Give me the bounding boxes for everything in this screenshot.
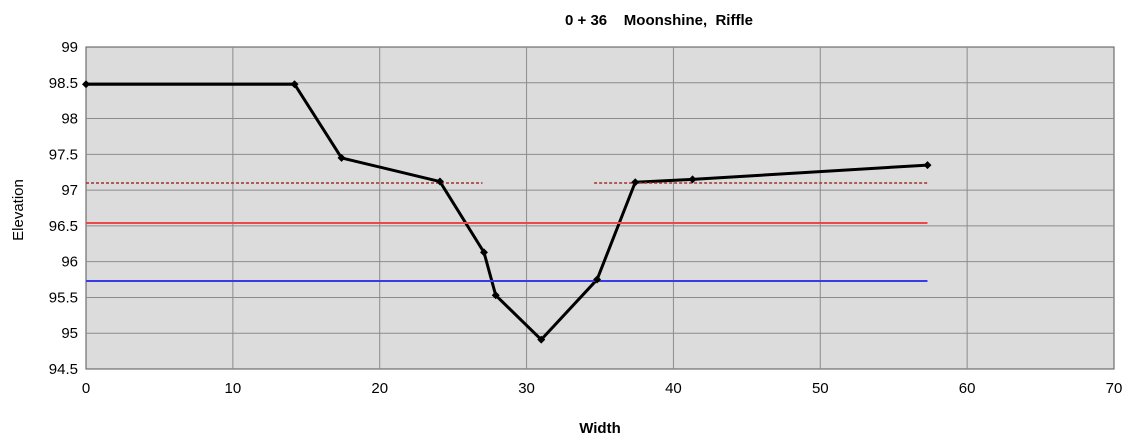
markers xyxy=(82,80,932,344)
x-tick-label: 0 xyxy=(82,380,90,397)
data-point xyxy=(631,178,640,187)
grid-lines xyxy=(86,47,1114,369)
y-axis-title: Elevation xyxy=(10,179,27,241)
y-tick-label: 94.5 xyxy=(49,361,78,378)
x-tick-label: 60 xyxy=(959,380,976,397)
data-point xyxy=(479,248,488,257)
data-point xyxy=(923,161,932,170)
x-tick-label: 20 xyxy=(371,380,388,397)
data-point xyxy=(688,175,697,184)
chart-title: 0 + 36 Moonshine, Riffle xyxy=(565,12,753,29)
y-tick-label: 99 xyxy=(61,39,78,56)
data-point xyxy=(537,335,546,344)
x-tick-label: 70 xyxy=(1106,380,1123,397)
plot-area xyxy=(85,46,1115,370)
data-point xyxy=(435,177,444,186)
y-tick-label: 95 xyxy=(61,325,78,342)
x-axis-title: Width xyxy=(579,420,621,437)
x-tick-label: 40 xyxy=(665,380,682,397)
tick-labels: 94.5 95 95.5 96 96.5 97 97.5 98 98.5 99 0 10 20 30 40 5… xyxy=(49,39,1123,397)
y-tick-label: 96 xyxy=(61,254,78,271)
y-tick-label: 98 xyxy=(61,111,78,128)
y-tick-label: 98.5 xyxy=(49,75,78,92)
data-point xyxy=(337,153,346,162)
y-tick-label: 95.5 xyxy=(49,289,78,306)
y-tick-label: 97.5 xyxy=(49,146,78,163)
data-point xyxy=(82,80,90,89)
data-point xyxy=(491,291,500,300)
x-tick-label: 10 xyxy=(225,380,242,397)
x-tick-label: 30 xyxy=(518,380,535,397)
data-point xyxy=(593,275,602,284)
data-point xyxy=(290,80,299,89)
x-tick-label: 50 xyxy=(812,380,829,397)
y-tick-label: 97 xyxy=(61,182,78,199)
y-tick-label: 96.5 xyxy=(49,218,78,235)
